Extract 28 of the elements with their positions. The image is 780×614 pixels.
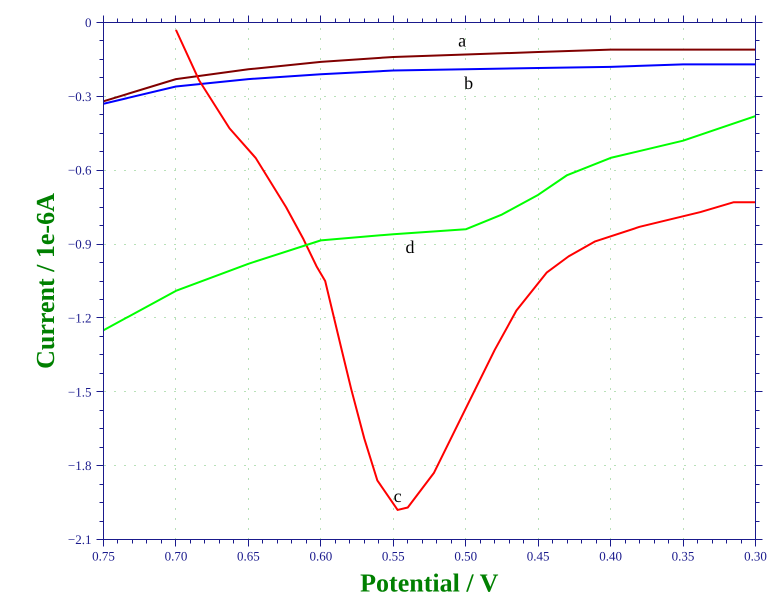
- series-label: d: [405, 237, 414, 258]
- x-tick-label: 0.40: [599, 548, 622, 564]
- y-tick-label: −1.8: [68, 458, 92, 474]
- y-tick-label: −0.3: [68, 88, 92, 104]
- y-tick-label: −0.6: [68, 162, 92, 178]
- x-tick-label: 0.45: [526, 548, 550, 564]
- line-series: [174, 28, 756, 511]
- x-axis-title: Potential / V: [360, 568, 499, 598]
- y-axis-title: Current / 1e-6A: [30, 192, 60, 369]
- y-tick-label: −1.5: [68, 384, 92, 400]
- x-tick-label: 0.35: [672, 548, 694, 564]
- series-label: c: [394, 486, 402, 506]
- y-tick-label: −2.1: [68, 532, 92, 547]
- x-tick-label: 0.70: [164, 548, 188, 564]
- line-series: [104, 63, 756, 105]
- x-tick-label: 0.75: [92, 548, 115, 564]
- y-tick-label: 0: [85, 15, 92, 30]
- y-tick-label: −1.2: [68, 310, 92, 326]
- x-tick-label: 0.60: [309, 548, 332, 564]
- x-tick-label: 0.55: [382, 548, 405, 564]
- line-series: [104, 48, 756, 102]
- y-tick-label: −0.9: [68, 236, 92, 252]
- series-label: a: [458, 30, 466, 51]
- line-series: [104, 115, 756, 332]
- x-tick-label: 0.65: [237, 548, 260, 564]
- series-label: b: [464, 73, 474, 94]
- x-tick-label: 0.30: [744, 548, 767, 564]
- x-tick-label: 0.50: [454, 548, 478, 564]
